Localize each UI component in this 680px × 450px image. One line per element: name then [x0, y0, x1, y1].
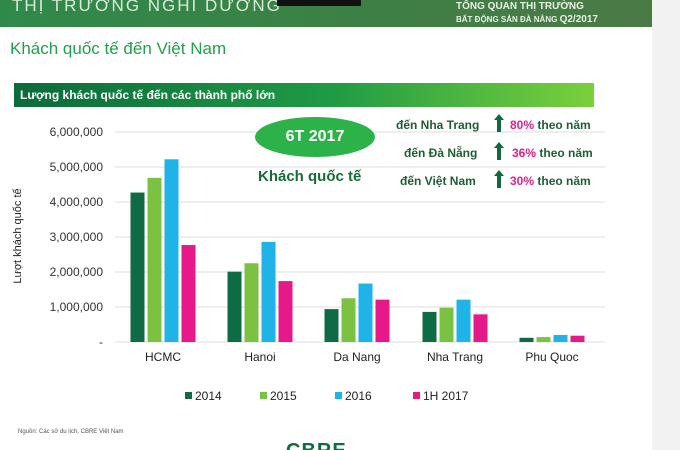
bar-2015-Hanoi	[244, 263, 259, 342]
y-tick-label: 2,000,000	[50, 265, 104, 279]
stat-pct: 30%	[510, 174, 535, 188]
legend-item-2016: 2016	[335, 389, 372, 403]
header-bar: THỊ TRƯỜNG NGHỈ DƯỠNG TỔNG QUAN THỊ TRƯỜ…	[0, 0, 652, 27]
stat-suffix: theo năm	[539, 146, 593, 160]
legend-swatch	[335, 392, 342, 399]
bar-2014-DaNang	[324, 309, 339, 342]
legend-swatch	[185, 392, 192, 399]
legend-label: 2014	[195, 389, 222, 403]
legend-item-2014: 2014	[185, 389, 222, 403]
stat-label: đến Nha Trang	[396, 118, 480, 132]
bar-2015-DaNang	[341, 298, 356, 342]
source-note: Nguồn: Các sở du lịch, CBRE Việt Nam	[18, 429, 124, 435]
bar-2014-PhuQuoc	[519, 337, 534, 342]
bar-1H2017-PhuQuoc	[570, 335, 585, 342]
right-edge	[652, 0, 680, 450]
bar-1H2017-Hanoi	[278, 281, 293, 342]
bar-2016-Hanoi	[261, 241, 276, 342]
highlight-oval: 6T 2017	[255, 117, 375, 157]
bar-1H2017-DaNang	[375, 299, 390, 342]
legend-item-1h2017: 1H 2017	[413, 389, 468, 403]
bar-2014-Hanoi	[227, 271, 242, 342]
chart-banner: Lượng khách quốc tế đến các thành phố lớ…	[14, 83, 594, 107]
bar-2015-HCMC	[147, 177, 162, 342]
stat-growth: 80% theo năm	[510, 118, 591, 132]
highlight-caption: Khách quốc tế	[258, 168, 362, 185]
legend-label: 2016	[345, 389, 372, 403]
bar-2014-HCMC	[130, 192, 145, 342]
report-period: Q2/2017	[559, 14, 598, 25]
x-tick-label: Nha Trang	[427, 350, 483, 364]
legend-swatch	[413, 392, 420, 399]
report-subtitle-text: BẤT ĐỘNG SẢN ĐÀ NẴNG	[456, 15, 558, 24]
y-tick-label: 4,000,000	[50, 195, 104, 209]
bar-2015-NhaTrang	[439, 307, 454, 342]
y-tick-label: -	[99, 335, 103, 349]
legend-label: 1H 2017	[423, 389, 469, 403]
bar-1H2017-NhaTrang	[473, 314, 488, 342]
legend-swatch	[260, 392, 267, 399]
x-tick-label: Da Nang	[333, 350, 380, 364]
arrow-up-icon	[494, 114, 504, 132]
bar-2016-NhaTrang	[456, 299, 471, 342]
bar-2016-HCMC	[164, 159, 179, 342]
y-tick-label: 6,000,000	[50, 125, 104, 139]
bar-2015-PhuQuoc	[536, 337, 551, 342]
bar-1H2017-HCMC	[181, 245, 196, 342]
bar-2016-PhuQuoc	[553, 335, 568, 342]
x-tick-label: HCMC	[145, 350, 181, 364]
stat-label: đến Việt Nam	[400, 174, 476, 188]
x-tick-label: Hanoi	[244, 350, 275, 364]
stat-suffix: theo năm	[537, 174, 591, 188]
occluding-block	[277, 0, 361, 6]
banner-text: Lượng khách quốc tế đến các thành phố lớ…	[20, 88, 276, 102]
stat-pct: 80%	[510, 118, 535, 132]
report-title: TỔNG QUAN THỊ TRƯỜNG	[456, 1, 584, 12]
legend-label: 2015	[270, 389, 297, 403]
stat-growth: 36% theo năm	[512, 146, 593, 160]
report-subtitle: BẤT ĐỘNG SẢN ĐÀ NẴNG Q2/2017	[456, 14, 598, 25]
arrow-up-icon	[494, 142, 504, 160]
arrow-up-icon	[494, 170, 504, 188]
y-tick-label: 3,000,000	[50, 230, 104, 244]
y-tick-label: 1,000,000	[50, 300, 104, 314]
stat-growth: 30% theo năm	[510, 174, 591, 188]
stat-pct: 36%	[512, 146, 537, 160]
section-title: THỊ TRƯỜNG NGHỈ DƯỠNG	[12, 0, 282, 15]
stat-label: đến Đà Nẵng	[404, 146, 478, 160]
legend-item-2015: 2015	[260, 389, 297, 403]
stat-suffix: theo năm	[537, 118, 591, 132]
cbre-logo: CBRE	[286, 441, 347, 450]
y-tick-label: 5,000,000	[50, 160, 104, 174]
bar-2014-NhaTrang	[422, 311, 437, 342]
page-title: Khách quốc tế đến Việt Nam	[10, 39, 227, 58]
bar-2016-DaNang	[358, 283, 373, 342]
x-tick-label: Phu Quoc	[525, 350, 578, 364]
